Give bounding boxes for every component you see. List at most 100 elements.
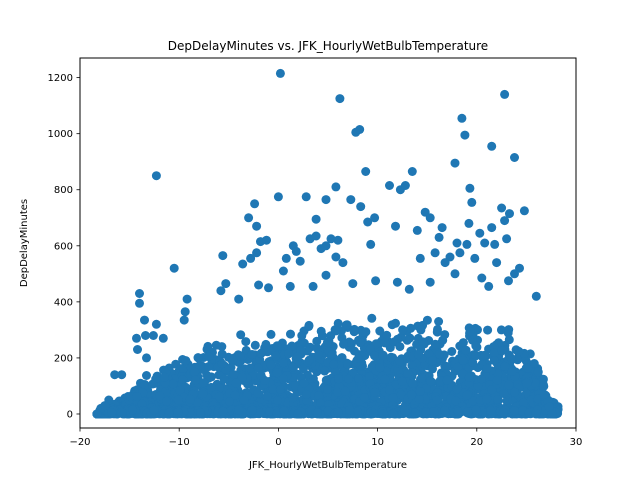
data-point xyxy=(538,374,548,384)
data-point xyxy=(503,328,513,338)
y-axis-label: DepDelayMinutes xyxy=(19,199,30,287)
data-point xyxy=(253,363,263,373)
data-point xyxy=(393,365,403,375)
data-point xyxy=(327,350,337,360)
data-point xyxy=(547,409,557,419)
data-point xyxy=(266,329,276,339)
data-point xyxy=(204,362,214,372)
data-point xyxy=(278,374,288,384)
data-point xyxy=(430,248,440,258)
data-point xyxy=(219,374,229,384)
data-point xyxy=(447,347,457,356)
data-point xyxy=(335,94,345,104)
data-point xyxy=(477,374,486,384)
data-point xyxy=(142,353,151,363)
data-point xyxy=(394,356,404,366)
data-point xyxy=(338,258,348,268)
data-point xyxy=(250,340,260,350)
data-point xyxy=(299,364,308,374)
data-point xyxy=(507,367,517,376)
data-point xyxy=(149,405,159,415)
data-point xyxy=(522,378,532,388)
data-point xyxy=(333,235,343,245)
data-point xyxy=(218,251,228,261)
data-point xyxy=(408,378,418,388)
y-tick-label: 200 xyxy=(54,353,73,364)
data-point xyxy=(442,375,452,385)
data-point xyxy=(493,395,503,404)
data-point xyxy=(326,234,336,244)
data-point xyxy=(107,408,117,418)
data-point xyxy=(225,397,234,406)
data-point xyxy=(308,281,318,291)
data-point xyxy=(342,359,352,369)
data-point xyxy=(234,405,244,415)
y-tick-label: 800 xyxy=(54,185,73,196)
data-point xyxy=(487,385,497,395)
data-point xyxy=(529,359,539,368)
data-point xyxy=(518,398,528,408)
data-point xyxy=(252,221,262,231)
data-point xyxy=(230,390,240,400)
data-point xyxy=(487,223,497,233)
data-point xyxy=(346,195,356,205)
data-point xyxy=(498,407,508,417)
data-point xyxy=(430,339,440,349)
data-point xyxy=(462,239,472,249)
data-point xyxy=(317,331,327,341)
data-point xyxy=(523,363,533,373)
data-point xyxy=(353,407,363,417)
data-point xyxy=(253,388,263,398)
data-point xyxy=(504,380,514,390)
data-point xyxy=(92,409,102,419)
data-point xyxy=(135,289,144,298)
data-point xyxy=(190,375,200,385)
data-point xyxy=(173,395,183,405)
data-point xyxy=(388,393,398,403)
data-point xyxy=(132,392,142,401)
data-point xyxy=(256,349,266,358)
data-point xyxy=(349,327,359,337)
data-point xyxy=(331,182,341,192)
data-point xyxy=(279,406,289,416)
data-point xyxy=(313,350,323,360)
y-tick-label: 600 xyxy=(54,241,73,252)
data-point xyxy=(132,333,141,343)
data-point xyxy=(168,379,178,389)
data-point xyxy=(366,239,376,249)
data-point xyxy=(198,389,208,399)
ticks-layer: −20 −10 0 10 20 30 0 200 400 600 800 1000 1200 xyxy=(48,73,583,448)
data-point xyxy=(422,315,432,325)
data-point xyxy=(231,378,241,388)
data-point xyxy=(463,407,473,417)
data-point xyxy=(407,167,417,176)
data-point xyxy=(203,341,213,351)
data-point xyxy=(160,372,169,382)
data-point xyxy=(417,373,427,383)
data-point xyxy=(141,331,150,340)
data-point xyxy=(293,409,303,419)
data-point xyxy=(471,341,481,351)
data-point xyxy=(234,294,244,304)
data-point xyxy=(530,378,540,388)
data-point xyxy=(100,401,110,411)
data-point xyxy=(458,338,468,348)
data-point xyxy=(284,349,294,359)
data-point xyxy=(273,396,283,405)
data-point xyxy=(262,391,272,401)
data-point xyxy=(489,348,499,358)
data-point xyxy=(400,405,410,415)
data-point xyxy=(272,368,282,378)
data-point xyxy=(148,331,158,340)
data-point xyxy=(429,407,439,417)
data-point xyxy=(397,376,407,386)
data-point xyxy=(410,408,420,418)
data-point xyxy=(434,317,444,326)
data-point xyxy=(268,384,278,394)
data-point xyxy=(426,376,436,386)
data-point xyxy=(355,338,365,348)
x-tick-label: 10 xyxy=(371,437,384,448)
data-point xyxy=(302,389,311,399)
data-point xyxy=(438,335,448,345)
